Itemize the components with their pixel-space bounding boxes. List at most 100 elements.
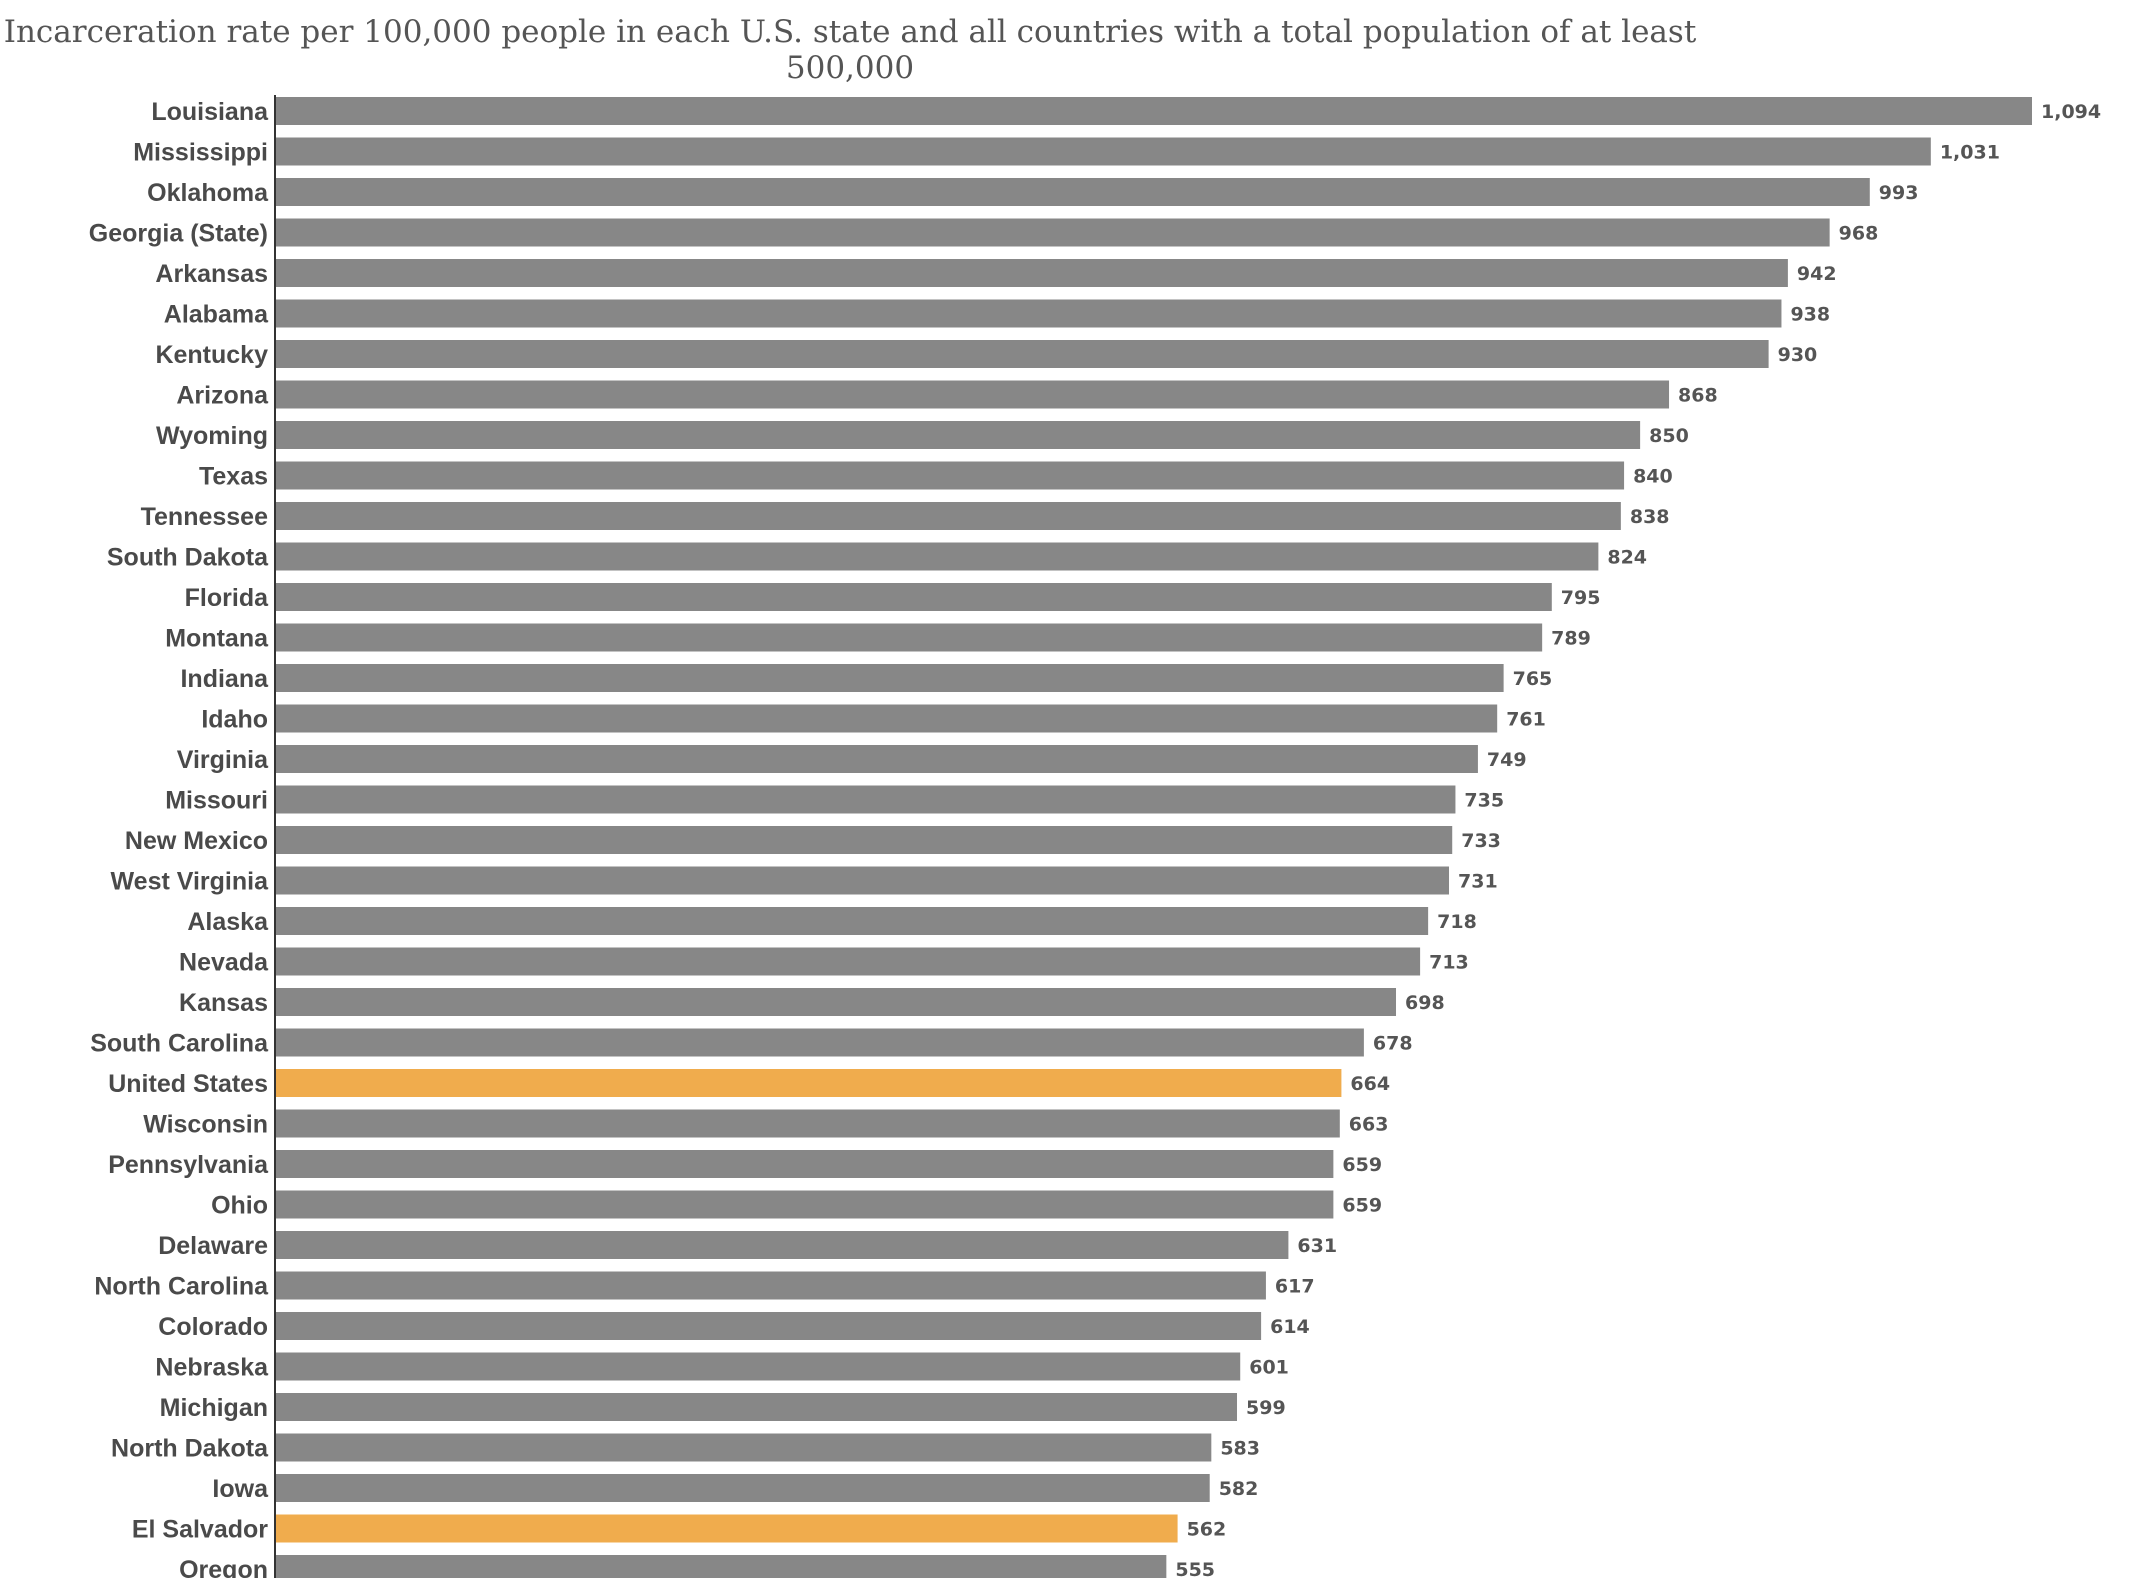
- category-label: Iowa: [212, 1475, 269, 1503]
- value-label: 942: [1797, 263, 1837, 285]
- category-label: Idaho: [201, 706, 268, 734]
- value-label: 838: [1630, 506, 1670, 528]
- category-label: Mississippi: [133, 139, 268, 167]
- value-label: 698: [1405, 992, 1445, 1014]
- bar: [275, 1271, 1266, 1300]
- category-label: North Carolina: [94, 1273, 269, 1301]
- category-label: Alabama: [164, 301, 269, 329]
- category-label: Florida: [185, 584, 269, 612]
- bar: [275, 502, 1621, 530]
- highlighted-bar: [275, 1069, 1342, 1097]
- value-label: 733: [1461, 830, 1501, 852]
- category-label: Montana: [165, 625, 269, 653]
- category-label: Louisiana: [151, 98, 269, 126]
- value-label: 617: [1275, 1276, 1315, 1298]
- value-label: 761: [1506, 709, 1546, 731]
- bar: [275, 1150, 1334, 1178]
- value-label: 968: [1839, 223, 1879, 245]
- value-label: 840: [1633, 466, 1673, 488]
- category-label: South Dakota: [107, 544, 269, 572]
- category-label: Georgia (State): [89, 220, 268, 248]
- bar: [275, 583, 1552, 611]
- value-label: 993: [1879, 182, 1919, 204]
- category-label: South Carolina: [90, 1030, 269, 1058]
- category-label: North Dakota: [111, 1435, 269, 1463]
- value-label: 678: [1373, 1033, 1413, 1055]
- value-label: 1,094: [2041, 101, 2101, 123]
- category-label: Missouri: [165, 787, 268, 815]
- value-label: 582: [1219, 1478, 1259, 1500]
- category-label: Wyoming: [156, 422, 268, 450]
- bar: [275, 1231, 1289, 1259]
- value-label: 663: [1349, 1114, 1389, 1136]
- bar: [275, 97, 2032, 125]
- value-label: 930: [1778, 344, 1818, 366]
- category-label: United States: [108, 1070, 268, 1098]
- value-label: 718: [1437, 911, 1477, 933]
- category-label: Nevada: [179, 949, 269, 977]
- value-label: 599: [1246, 1397, 1286, 1419]
- bar: [275, 1433, 1212, 1462]
- bar: [275, 218, 1830, 247]
- category-label: Alaska: [187, 908, 269, 936]
- category-label: Wisconsin: [143, 1111, 268, 1139]
- value-label: 749: [1487, 749, 1527, 771]
- value-label: 555: [1175, 1559, 1215, 1578]
- category-label: Oklahoma: [147, 179, 269, 207]
- bar: [275, 178, 1870, 206]
- category-label: Indiana: [180, 665, 269, 693]
- bar: [275, 380, 1670, 409]
- bar: [275, 988, 1397, 1016]
- bar: [275, 664, 1504, 692]
- bar: [275, 340, 1769, 368]
- highlighted-bar: [275, 1514, 1178, 1543]
- value-label: 1,031: [1940, 142, 2000, 164]
- bar: [275, 947, 1421, 976]
- bar: [275, 1028, 1364, 1057]
- value-label: 631: [1297, 1235, 1337, 1257]
- category-label: Texas: [199, 463, 268, 491]
- category-label: Pennsylvania: [108, 1151, 269, 1179]
- value-label: 659: [1342, 1195, 1382, 1217]
- bar: [275, 866, 1450, 895]
- bar: [275, 745, 1478, 773]
- bar: [275, 461, 1625, 490]
- value-label: 659: [1342, 1154, 1382, 1176]
- category-label: Michigan: [160, 1394, 268, 1422]
- value-label: 664: [1350, 1073, 1390, 1095]
- value-label: 795: [1561, 587, 1601, 609]
- value-label: 765: [1513, 668, 1553, 690]
- bar: [275, 421, 1641, 449]
- category-label: New Mexico: [125, 827, 268, 855]
- category-label: Nebraska: [155, 1354, 269, 1382]
- category-label: Arizona: [176, 382, 269, 410]
- category-label: West Virginia: [111, 868, 270, 896]
- bar: [275, 1555, 1167, 1578]
- category-label: Ohio: [211, 1192, 268, 1220]
- value-label: 713: [1429, 952, 1469, 974]
- bar: [275, 1109, 1340, 1138]
- value-label: 938: [1790, 304, 1830, 326]
- bar: [275, 1352, 1241, 1381]
- bar: [275, 907, 1429, 935]
- value-label: 850: [1649, 425, 1689, 447]
- bar: [275, 259, 1788, 287]
- category-label: El Salvador: [132, 1516, 268, 1544]
- bar: [275, 137, 1931, 166]
- value-label: 583: [1220, 1438, 1260, 1460]
- bar: [275, 1393, 1238, 1421]
- category-label: Kentucky: [155, 341, 268, 369]
- bar: [275, 1190, 1334, 1219]
- bar: [275, 1474, 1210, 1502]
- bar: [275, 785, 1456, 814]
- bar: [275, 542, 1599, 571]
- value-label: 731: [1458, 871, 1498, 893]
- value-label: 868: [1678, 385, 1718, 407]
- category-label: Virginia: [177, 746, 269, 774]
- category-label: Colorado: [158, 1313, 268, 1341]
- bar: [275, 299, 1782, 328]
- bar: [275, 623, 1543, 652]
- bar: [275, 826, 1453, 854]
- value-label: 562: [1187, 1519, 1227, 1541]
- category-label: Arkansas: [155, 260, 268, 288]
